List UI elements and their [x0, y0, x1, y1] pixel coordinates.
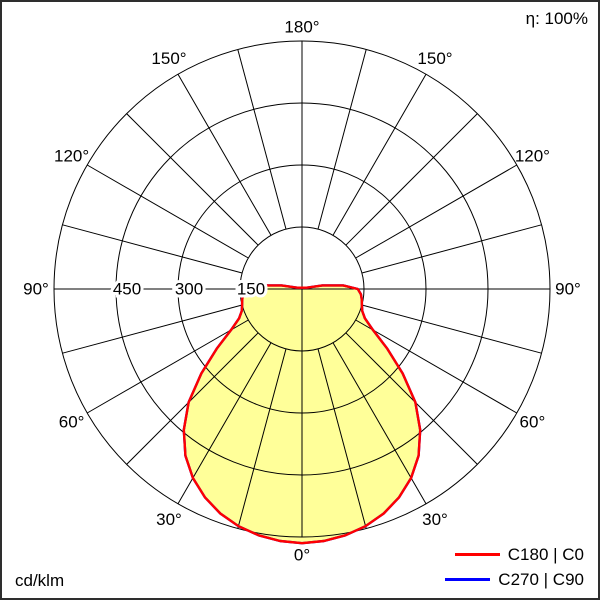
legend-label-c90: C270 | C90	[498, 569, 584, 589]
angle-label: 150°	[151, 49, 186, 68]
grid-spoke	[355, 164, 518, 259]
legend: C180 | C0 C270 | C90	[445, 542, 584, 592]
grid-layer	[53, 40, 551, 538]
angle-label: 90°	[23, 280, 49, 299]
angle-label: 90°	[555, 280, 581, 299]
grid-spoke	[126, 113, 259, 246]
grid-spoke	[361, 304, 542, 354]
unit-label: cd/klm	[15, 571, 65, 590]
angle-label: 120°	[515, 147, 550, 166]
legend-item-c90: C270 | C90	[445, 567, 584, 592]
grid-spoke	[126, 332, 259, 465]
angle-label: 60°	[520, 413, 546, 432]
grid-spoke	[355, 319, 518, 414]
ring-label: 450	[113, 280, 141, 299]
grid-spoke	[332, 73, 427, 236]
ring-label: 150	[237, 280, 265, 299]
grid-spoke	[86, 319, 249, 414]
grid-spoke	[345, 113, 478, 246]
angle-label: 150°	[417, 49, 452, 68]
curve-layer	[182, 284, 422, 545]
intensity-curve-c0	[182, 284, 422, 545]
grid-spoke	[177, 73, 272, 236]
grid-spoke	[317, 49, 367, 230]
grid-spoke	[86, 164, 249, 259]
legend-line-c0	[454, 553, 500, 556]
label-layer: 150 300 450 0° 30° 30° 60° 60° 90° 90° 120° 120° 150…	[23, 18, 581, 565]
angle-label: 0°	[294, 546, 310, 565]
grid-spoke	[62, 304, 243, 354]
grid-spoke	[237, 348, 287, 529]
legend-item-c0: C180 | C0	[445, 542, 584, 567]
grid-spoke	[345, 332, 478, 465]
ring-label: 300	[175, 280, 203, 299]
angle-label: 120°	[54, 147, 89, 166]
angle-label: 30°	[156, 510, 182, 529]
grid-spoke	[317, 348, 367, 529]
angle-label: 180°	[284, 18, 319, 37]
angle-label: 30°	[422, 510, 448, 529]
angle-label: 60°	[59, 413, 85, 432]
grid-spoke	[237, 49, 287, 230]
grid-spoke	[361, 224, 542, 274]
efficiency-label: η: 100%	[525, 9, 588, 28]
legend-label-c0: C180 | C0	[507, 544, 584, 564]
legend-line-c90	[445, 578, 491, 581]
grid-spoke	[62, 224, 243, 274]
